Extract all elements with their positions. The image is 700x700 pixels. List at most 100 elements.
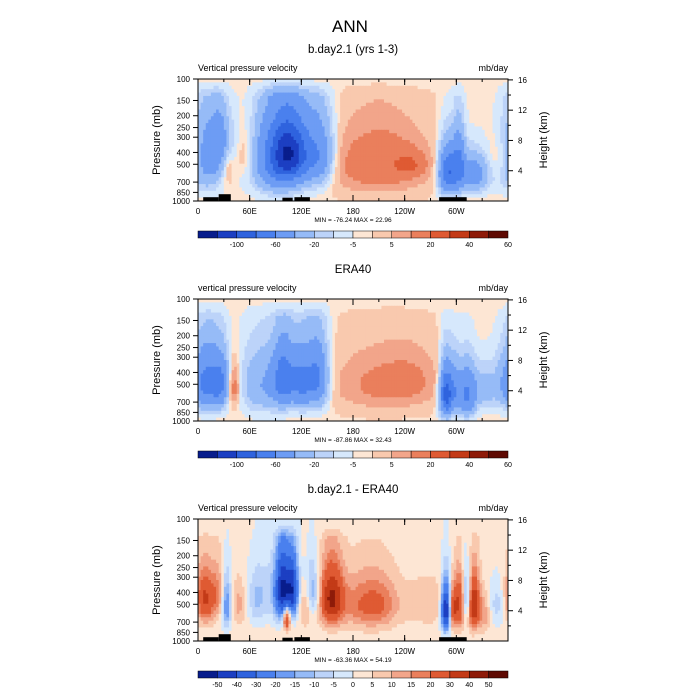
heatmap-cell: [448, 123, 452, 127]
heatmap-cell: [433, 143, 437, 148]
heatmap-cell: [205, 126, 209, 131]
heatmap-cell: [471, 92, 475, 97]
heatmap-cell: [236, 150, 240, 154]
heatmap-cell: [205, 194, 209, 199]
heatmap-cell: [288, 177, 292, 182]
heatmap-cell: [239, 133, 243, 138]
heatmap-cell: [497, 163, 501, 168]
heatmap-cell: [404, 89, 408, 93]
heatmap-cell: [353, 112, 356, 117]
heatmap-cell: [495, 92, 499, 97]
heatmap-cell: [435, 170, 439, 175]
heatmap-cell: [229, 79, 232, 83]
heatmap-cell: [252, 85, 256, 90]
heatmap-cell: [497, 136, 501, 141]
heatmap-cell: [376, 95, 380, 100]
heatmap-cell: [404, 177, 408, 182]
heatmap-cell: [350, 302, 354, 307]
heatmap-cell: [389, 309, 393, 313]
heatmap-cell: [234, 85, 238, 90]
heatmap-cell: [231, 180, 235, 185]
heatmap-cell: [373, 133, 377, 138]
heatmap-cell: [487, 187, 491, 192]
heatmap-cell: [247, 140, 251, 144]
heatmap-cell: [368, 82, 372, 87]
heatmap-cell: [198, 177, 201, 182]
heatmap-cell: [301, 184, 305, 188]
heatmap-cell: [391, 95, 395, 100]
heatmap-cell: [291, 95, 294, 100]
heatmap-cell: [200, 140, 204, 144]
heatmap-cell: [427, 194, 431, 199]
heatmap-cell: [458, 177, 462, 182]
heatmap-cell: [386, 177, 390, 182]
heatmap-cell: [283, 150, 287, 154]
heatmap-cell: [247, 309, 251, 313]
heatmap-cell: [239, 197, 243, 202]
heatmap-cell: [306, 184, 310, 188]
heatmap-cell: [288, 170, 292, 175]
heatmap-cell: [347, 312, 351, 317]
heatmap-cell: [203, 79, 207, 83]
heatmap-cell: [262, 302, 266, 307]
heatmap-cell: [482, 163, 486, 168]
heatmap-cell: [391, 99, 395, 104]
heatmap-cell: [221, 116, 225, 121]
heatmap-cell: [407, 180, 411, 185]
heatmap-cell: [407, 116, 411, 121]
heatmap-cell: [285, 170, 289, 175]
heatmap-cell: [229, 140, 232, 144]
heatmap-cell: [446, 82, 449, 87]
heatmap-cell: [363, 136, 367, 141]
heatmap-cell: [350, 194, 354, 199]
heatmap-cell: [415, 92, 418, 97]
heatmap-cell: [200, 79, 204, 83]
heatmap-cell: [396, 82, 400, 87]
heatmap-cell: [464, 89, 468, 93]
heatmap-cell: [479, 95, 483, 100]
heatmap-cell: [296, 173, 300, 178]
heatmap-cell: [213, 112, 217, 117]
heatmap-cell: [433, 180, 437, 185]
heatmap-cell: [303, 133, 307, 138]
heatmap-cell: [365, 160, 369, 165]
heatmap-cell: [464, 99, 468, 104]
heatmap-cell: [502, 173, 506, 178]
heatmap-cell: [213, 143, 217, 148]
heatmap-cell: [221, 153, 225, 158]
heatmap-cell: [221, 190, 225, 195]
colorbar-box: [352, 230, 373, 239]
heatmap-cell: [489, 92, 493, 97]
heatmap-cell: [396, 299, 400, 303]
x-tick-label: 0: [196, 207, 201, 216]
heatmap-cell: [404, 160, 408, 165]
heatmap-cell: [378, 299, 382, 303]
heatmap-cell: [427, 140, 431, 144]
heatmap-cell: [412, 143, 416, 148]
heatmap-cell: [386, 160, 390, 165]
heatmap-cell: [433, 150, 437, 154]
heatmap-cell: [440, 106, 444, 110]
heatmap-cell: [479, 160, 483, 165]
heatmap-cell: [247, 79, 251, 83]
heatmap-cell: [329, 133, 333, 138]
heatmap-cell: [262, 177, 266, 182]
heatmap-cell: [430, 187, 434, 192]
heatmap-cell: [353, 102, 356, 107]
heatmap-cell: [288, 173, 292, 178]
heatmap-cell: [275, 109, 279, 114]
heatmap-cell: [327, 106, 331, 110]
heatmap-cell: [234, 173, 238, 178]
heatmap-cell: [322, 109, 325, 114]
heatmap-cell: [301, 312, 305, 317]
heatmap-cell: [381, 187, 385, 192]
heatmap-cell: [280, 99, 284, 104]
heatmap-cell: [466, 126, 470, 131]
heatmap-cell: [384, 106, 387, 110]
heatmap-cell: [458, 123, 462, 127]
heatmap-cell: [345, 95, 349, 100]
heatmap-cell: [497, 146, 501, 151]
heatmap-cell: [350, 187, 354, 192]
heatmap-cell: [244, 126, 248, 131]
heatmap-cell: [285, 129, 289, 134]
